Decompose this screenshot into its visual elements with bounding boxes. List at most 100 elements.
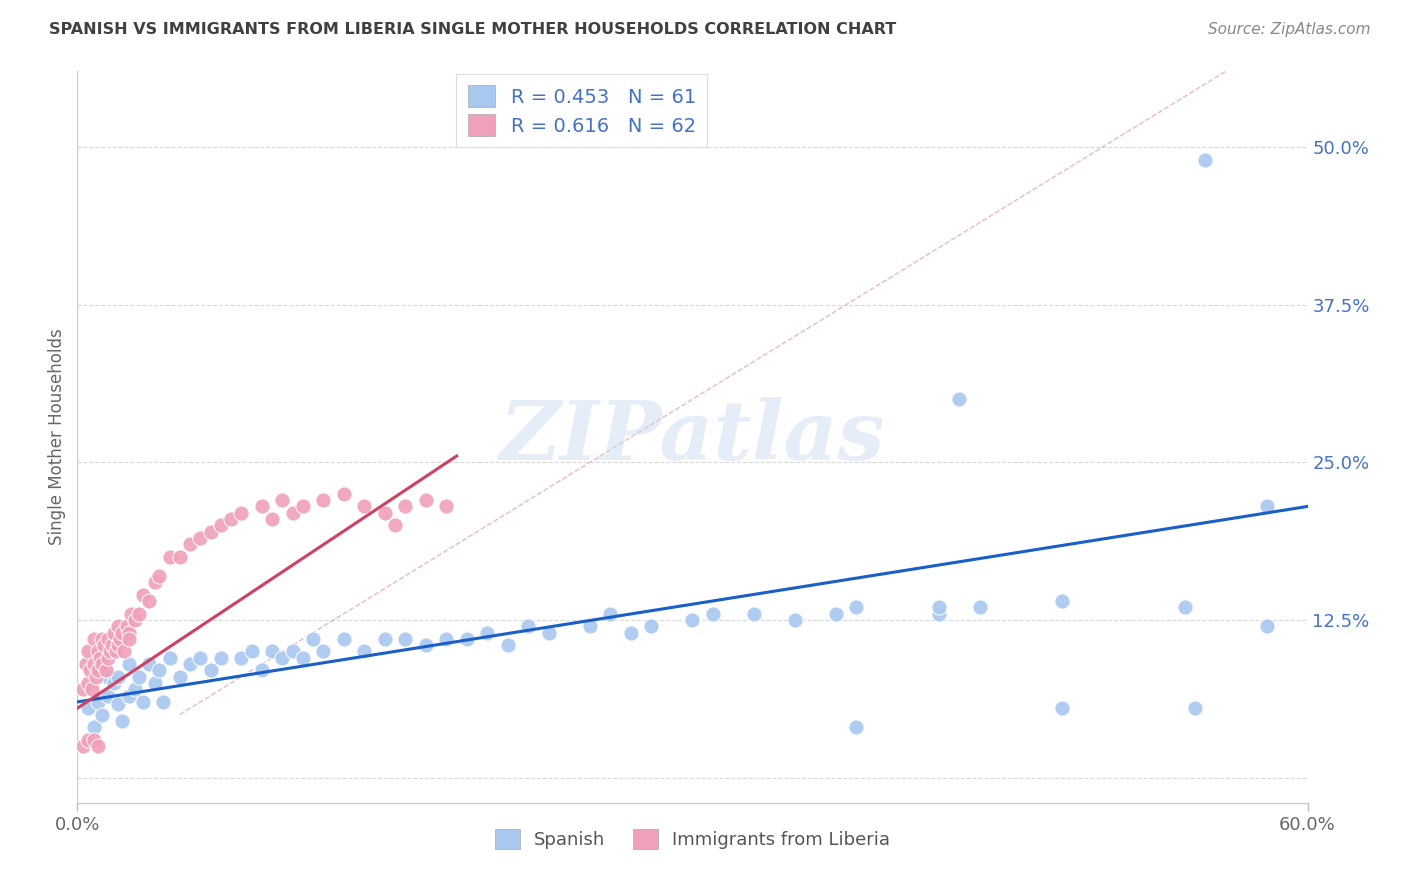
Point [928, 600, 950, 615]
Point [281, 644, 304, 658]
Point [599, 607, 621, 621]
Point [152, 695, 174, 709]
Point [240, 644, 263, 658]
Point [87, 664, 110, 678]
Point [291, 650, 314, 665]
Point [1256, 619, 1278, 633]
Point [89, 650, 111, 665]
Point [128, 670, 150, 684]
Point [107, 638, 129, 652]
Point [250, 500, 273, 514]
Point [415, 638, 437, 652]
Point [103, 676, 125, 690]
Point [436, 500, 458, 514]
Point [845, 600, 868, 615]
Point [353, 644, 375, 658]
Point [1174, 600, 1197, 615]
Point [87, 644, 110, 658]
Point [72, 739, 94, 753]
Point [496, 638, 519, 652]
Legend: Spanish, Immigrants from Liberia: Spanish, Immigrants from Liberia [484, 818, 901, 860]
Point [188, 650, 212, 665]
Point [124, 682, 146, 697]
Point [231, 650, 253, 665]
Point [209, 518, 232, 533]
Point [302, 632, 325, 646]
Point [107, 619, 129, 633]
Point [90, 632, 114, 646]
Point [1184, 701, 1206, 715]
Point [271, 650, 294, 665]
Point [928, 607, 950, 621]
Point [98, 644, 121, 658]
Point [1050, 594, 1073, 608]
Point [87, 739, 110, 753]
Point [579, 619, 602, 633]
Point [103, 625, 125, 640]
Point [143, 575, 166, 590]
Point [143, 676, 166, 690]
Point [969, 600, 991, 615]
Text: ZIPatlas: ZIPatlas [499, 397, 886, 477]
Point [117, 632, 139, 646]
Point [83, 720, 105, 734]
Point [262, 644, 284, 658]
Point [72, 682, 94, 697]
Point [262, 512, 284, 526]
Point [107, 698, 129, 712]
Point [231, 506, 253, 520]
Point [138, 594, 160, 608]
Point [537, 625, 560, 640]
Point [219, 512, 242, 526]
Point [271, 493, 294, 508]
Point [97, 650, 120, 665]
Point [169, 670, 191, 684]
Point [333, 632, 356, 646]
Point [312, 493, 335, 508]
Point [148, 664, 170, 678]
Point [159, 650, 181, 665]
Point [79, 664, 101, 678]
Point [111, 625, 134, 640]
Point [374, 506, 396, 520]
Text: SPANISH VS IMMIGRANTS FROM LIBERIA SINGLE MOTHER HOUSEHOLDS CORRELATION CHART: SPANISH VS IMMIGRANTS FROM LIBERIA SINGL… [49, 22, 897, 37]
Point [477, 625, 499, 640]
Point [117, 625, 139, 640]
Point [117, 657, 139, 671]
Point [114, 644, 136, 658]
Point [783, 613, 806, 627]
Point [353, 500, 375, 514]
Point [87, 695, 110, 709]
Point [76, 676, 98, 690]
Point [1256, 500, 1278, 514]
Point [1194, 153, 1216, 167]
Point [682, 613, 704, 627]
Point [845, 720, 868, 734]
Point [436, 632, 458, 646]
Point [415, 493, 437, 508]
Point [640, 619, 662, 633]
Point [115, 619, 138, 633]
Point [250, 664, 273, 678]
Point [120, 607, 142, 621]
Point [101, 638, 124, 652]
Point [117, 689, 139, 703]
Point [200, 524, 222, 539]
Point [76, 644, 98, 658]
Point [132, 588, 155, 602]
Point [76, 701, 98, 715]
Point [159, 549, 181, 564]
Point [90, 707, 114, 722]
Point [93, 638, 115, 652]
Point [94, 664, 117, 678]
Point [620, 625, 643, 640]
Point [281, 506, 304, 520]
Point [83, 732, 105, 747]
Point [97, 670, 120, 684]
Point [97, 689, 120, 703]
Point [394, 500, 416, 514]
Point [124, 613, 146, 627]
Point [291, 500, 314, 514]
Point [825, 607, 848, 621]
Point [179, 657, 201, 671]
